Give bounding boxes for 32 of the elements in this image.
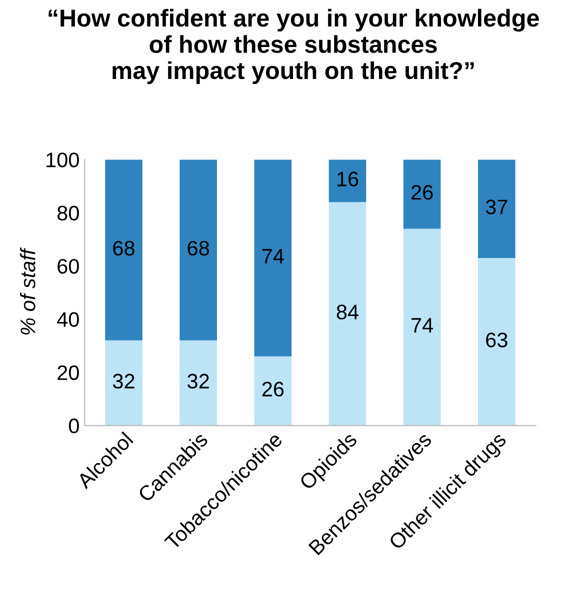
chart-title: “How confident are you in your knowledge of how these substances may impact youth on the unit?”	[48, 8, 539, 84]
data-label: 74	[412, 318, 434, 333]
bar	[403, 160, 441, 229]
y-tick-label: 100	[46, 152, 79, 168]
data-label: 32	[188, 374, 209, 389]
data-label: 26	[262, 382, 284, 397]
y-tick-label: 20	[58, 365, 79, 380]
y-tick-label: 40	[57, 312, 79, 327]
bar	[478, 258, 516, 426]
bar	[328, 160, 366, 202]
data-label: 26	[412, 184, 433, 200]
data-label: 16	[337, 172, 358, 186]
bar	[254, 356, 292, 426]
data-label: 74	[262, 249, 284, 264]
data-label: 68	[188, 240, 210, 256]
y-axis-title: % of staff	[20, 247, 36, 334]
data-label: 63	[486, 332, 508, 348]
y-tick-label: 60	[58, 258, 79, 274]
bar	[105, 160, 142, 340]
bar	[478, 160, 516, 258]
data-label: 68	[113, 240, 134, 256]
data-label: 32	[112, 374, 134, 389]
y-tick-label: 0	[68, 418, 79, 434]
bar	[328, 202, 366, 426]
data-label: 37	[486, 200, 508, 214]
bar	[105, 340, 142, 426]
bar	[403, 228, 441, 426]
bar	[180, 160, 217, 340]
bar	[254, 160, 292, 356]
bar	[180, 340, 217, 426]
y-tick-label: 80	[57, 206, 79, 221]
data-label: 84	[336, 304, 358, 320]
